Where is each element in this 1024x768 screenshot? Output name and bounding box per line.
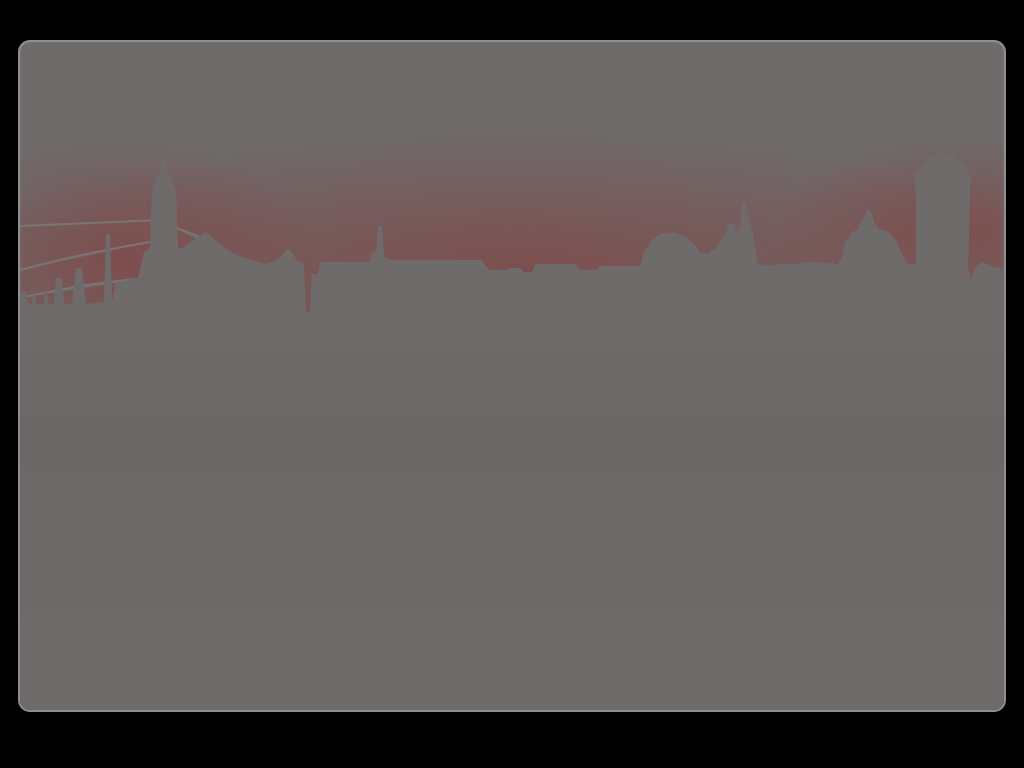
- power-line-wire: [20, 219, 161, 227]
- power-line-wire: [20, 241, 151, 271]
- city-skyline-illustration: [20, 152, 1004, 710]
- skyline-silhouette: [20, 152, 1004, 342]
- skyline-base: [20, 332, 1004, 710]
- content-panel: [18, 40, 1006, 712]
